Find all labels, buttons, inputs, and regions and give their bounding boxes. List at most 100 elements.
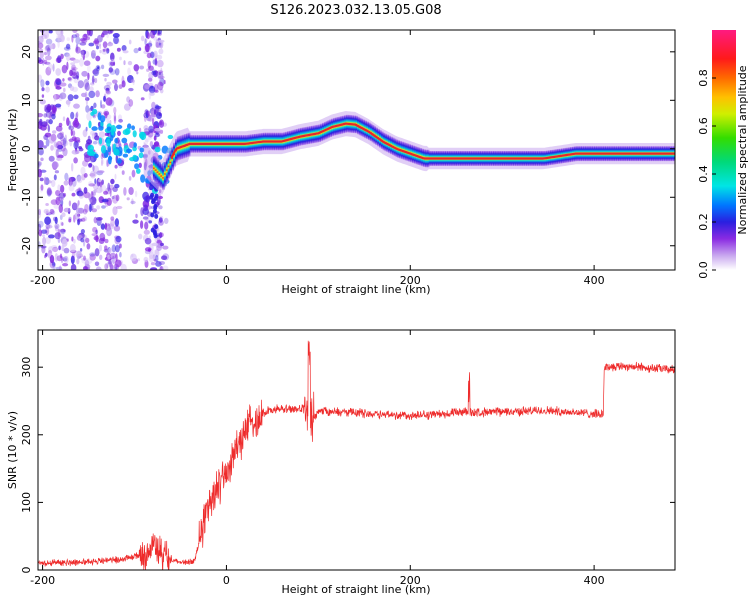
noise-blob [103, 95, 106, 102]
noise-blob [159, 232, 164, 238]
noise-blob [156, 59, 164, 68]
noise-blob [89, 86, 94, 92]
noise-blob [82, 208, 88, 215]
noise-blob [105, 87, 110, 94]
noise-blob [158, 72, 161, 76]
noise-blob [121, 170, 125, 175]
noise-blob [154, 132, 160, 138]
noise-blob [143, 196, 150, 202]
noise-blob [151, 101, 156, 109]
noise-blob [88, 181, 93, 187]
noise-blob [127, 67, 131, 76]
noise-blob [140, 207, 144, 217]
noise-blob [104, 77, 107, 82]
noise-blob [54, 252, 59, 262]
noise-blob [148, 65, 154, 71]
noise-blob [85, 126, 88, 132]
noise-blob [93, 40, 100, 44]
noise-blob [100, 223, 106, 230]
noise-blob [83, 173, 88, 178]
signal-blob [154, 213, 159, 219]
noise-blob [83, 187, 88, 194]
noise-blob [52, 63, 55, 72]
signal-blob [87, 149, 94, 156]
noise-blob [71, 34, 74, 43]
colorbar-tick-label: 0.6 [697, 117, 710, 135]
noise-blob [72, 202, 80, 210]
ytick-label: -20 [20, 237, 33, 255]
noise-blob [113, 115, 117, 125]
noise-blob [43, 59, 48, 65]
signal-blob [136, 168, 141, 174]
noise-blob [140, 97, 145, 101]
ytick-label: 100 [20, 492, 33, 513]
noise-blob [56, 157, 63, 161]
noise-blob [121, 80, 126, 88]
noise-blob [78, 146, 83, 150]
noise-blob [113, 264, 117, 270]
noise-blob [101, 199, 109, 203]
colorbar-tick-label: 0.0 [697, 261, 710, 279]
noise-blob [140, 220, 144, 229]
noise-blob [42, 234, 45, 238]
noise-blob [43, 134, 49, 141]
noise-blob [79, 37, 87, 42]
noise-blob [95, 217, 103, 221]
noise-blob [46, 224, 53, 229]
noise-blob [88, 42, 95, 47]
noise-blob [107, 43, 114, 47]
noise-blob [68, 184, 75, 192]
noise-blob [145, 138, 150, 143]
noise-blob [42, 58, 45, 66]
noise-blob [77, 200, 80, 206]
noise-blob [159, 266, 164, 270]
noise-blob [63, 87, 66, 93]
noise-blob [92, 69, 99, 75]
noise-blob [128, 87, 134, 92]
noise-blob [102, 30, 110, 34]
noise-blob [68, 138, 75, 142]
noise-blob [157, 70, 164, 74]
noise-blob [55, 68, 61, 76]
noise-blob [128, 99, 134, 107]
noise-blob [110, 219, 115, 227]
noise-blob [60, 139, 67, 145]
noise-blob [85, 258, 93, 265]
noise-blob [153, 258, 157, 262]
noise-blob [153, 84, 159, 93]
noise-blob [62, 116, 66, 122]
noise-blob [47, 125, 50, 133]
noise-blob [70, 263, 77, 270]
signal-blob [91, 126, 98, 131]
noise-blob [94, 248, 100, 257]
signal-blob [149, 194, 154, 200]
noise-blob [83, 240, 86, 247]
noise-blob [110, 30, 113, 34]
noise-blob [49, 255, 55, 264]
signal-blob [106, 138, 111, 147]
noise-blob [80, 229, 85, 234]
noise-blob [90, 170, 96, 179]
noise-blob [91, 75, 95, 85]
noise-blob [152, 249, 159, 255]
noise-blob [117, 130, 121, 136]
ridge-segment [156, 160, 160, 184]
noise-blob [72, 72, 77, 76]
noise-blob [86, 243, 91, 250]
noise-blob [45, 66, 52, 76]
noise-blob [113, 112, 117, 122]
noise-blob [54, 170, 60, 174]
noise-blob [43, 123, 50, 127]
noise-blob [139, 127, 142, 133]
noise-blob [38, 119, 41, 123]
noise-blob [48, 30, 53, 34]
noise-blob [69, 85, 75, 91]
noise-blob [136, 71, 139, 75]
noise-blob [91, 208, 98, 213]
noise-blob [115, 235, 122, 243]
noise-blob [75, 250, 83, 257]
noise-blob [38, 223, 42, 231]
noise-blob [46, 187, 52, 196]
noise-blob [109, 263, 114, 270]
signal-blob [138, 152, 144, 159]
